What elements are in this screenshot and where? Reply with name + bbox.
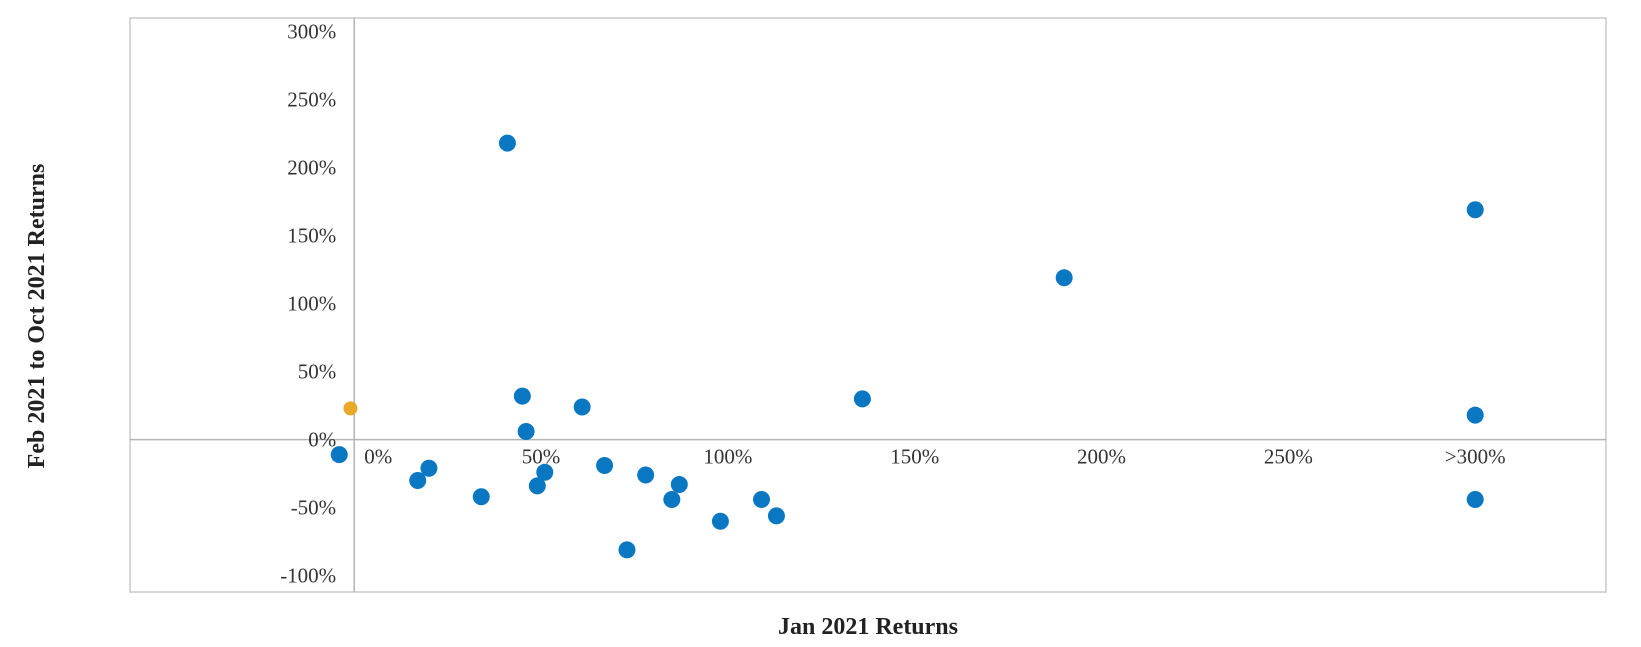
y-tick-label: 150% xyxy=(287,224,336,248)
data-point xyxy=(472,488,490,506)
data-point xyxy=(637,466,655,484)
data-point xyxy=(663,491,681,509)
x-tick-labels: 0% 50% 100% 150% 200% 250% >300% xyxy=(364,445,1505,469)
data-point xyxy=(767,507,785,525)
x-tick-label: 250% xyxy=(1264,445,1313,469)
y-tick-label: -50% xyxy=(291,496,337,520)
data-point xyxy=(1055,269,1073,287)
x-tick-label: 100% xyxy=(703,445,752,469)
y-axis-title: Feb 2021 to Oct 2021 Returns xyxy=(24,164,50,469)
y-tick-label: 0% xyxy=(308,428,336,452)
y-tick-labels: 300% 250% 200% 150% 100% 50% 0% -50% -100% xyxy=(280,20,336,588)
data-point xyxy=(753,491,771,509)
y-tick-label: 100% xyxy=(287,292,336,316)
data-point xyxy=(1466,491,1484,509)
data-point xyxy=(528,477,546,495)
x-tick-label: 200% xyxy=(1077,445,1126,469)
data-point xyxy=(596,457,614,475)
y-tick-label: 200% xyxy=(287,156,336,180)
data-point xyxy=(711,512,729,530)
data-point xyxy=(573,398,591,416)
data-point xyxy=(513,387,531,405)
y-tick-label: 50% xyxy=(298,360,337,384)
data-point xyxy=(536,463,554,481)
x-tick-label: 150% xyxy=(890,445,939,469)
data-point xyxy=(420,459,438,477)
data-point xyxy=(330,446,348,464)
data-point xyxy=(1466,406,1484,424)
plot-frame xyxy=(129,17,1607,593)
x-axis-title: Jan 2021 Returns xyxy=(778,614,958,640)
x-tick-label: 0% xyxy=(364,445,392,469)
y-tick-label: -100% xyxy=(280,564,336,588)
y-tick-label: 300% xyxy=(287,20,336,44)
data-point xyxy=(853,390,871,408)
data-point xyxy=(409,471,427,489)
data-point xyxy=(498,134,516,152)
highlighted-data-point xyxy=(343,401,358,416)
data-point xyxy=(517,422,535,440)
data-point xyxy=(1466,201,1484,219)
y-tick-label: 250% xyxy=(287,88,336,112)
data-point xyxy=(670,476,688,494)
x-tick-label: >300% xyxy=(1445,445,1506,469)
data-points xyxy=(330,134,1484,559)
data-point xyxy=(618,541,636,559)
x-tick-label: 50% xyxy=(522,445,561,469)
